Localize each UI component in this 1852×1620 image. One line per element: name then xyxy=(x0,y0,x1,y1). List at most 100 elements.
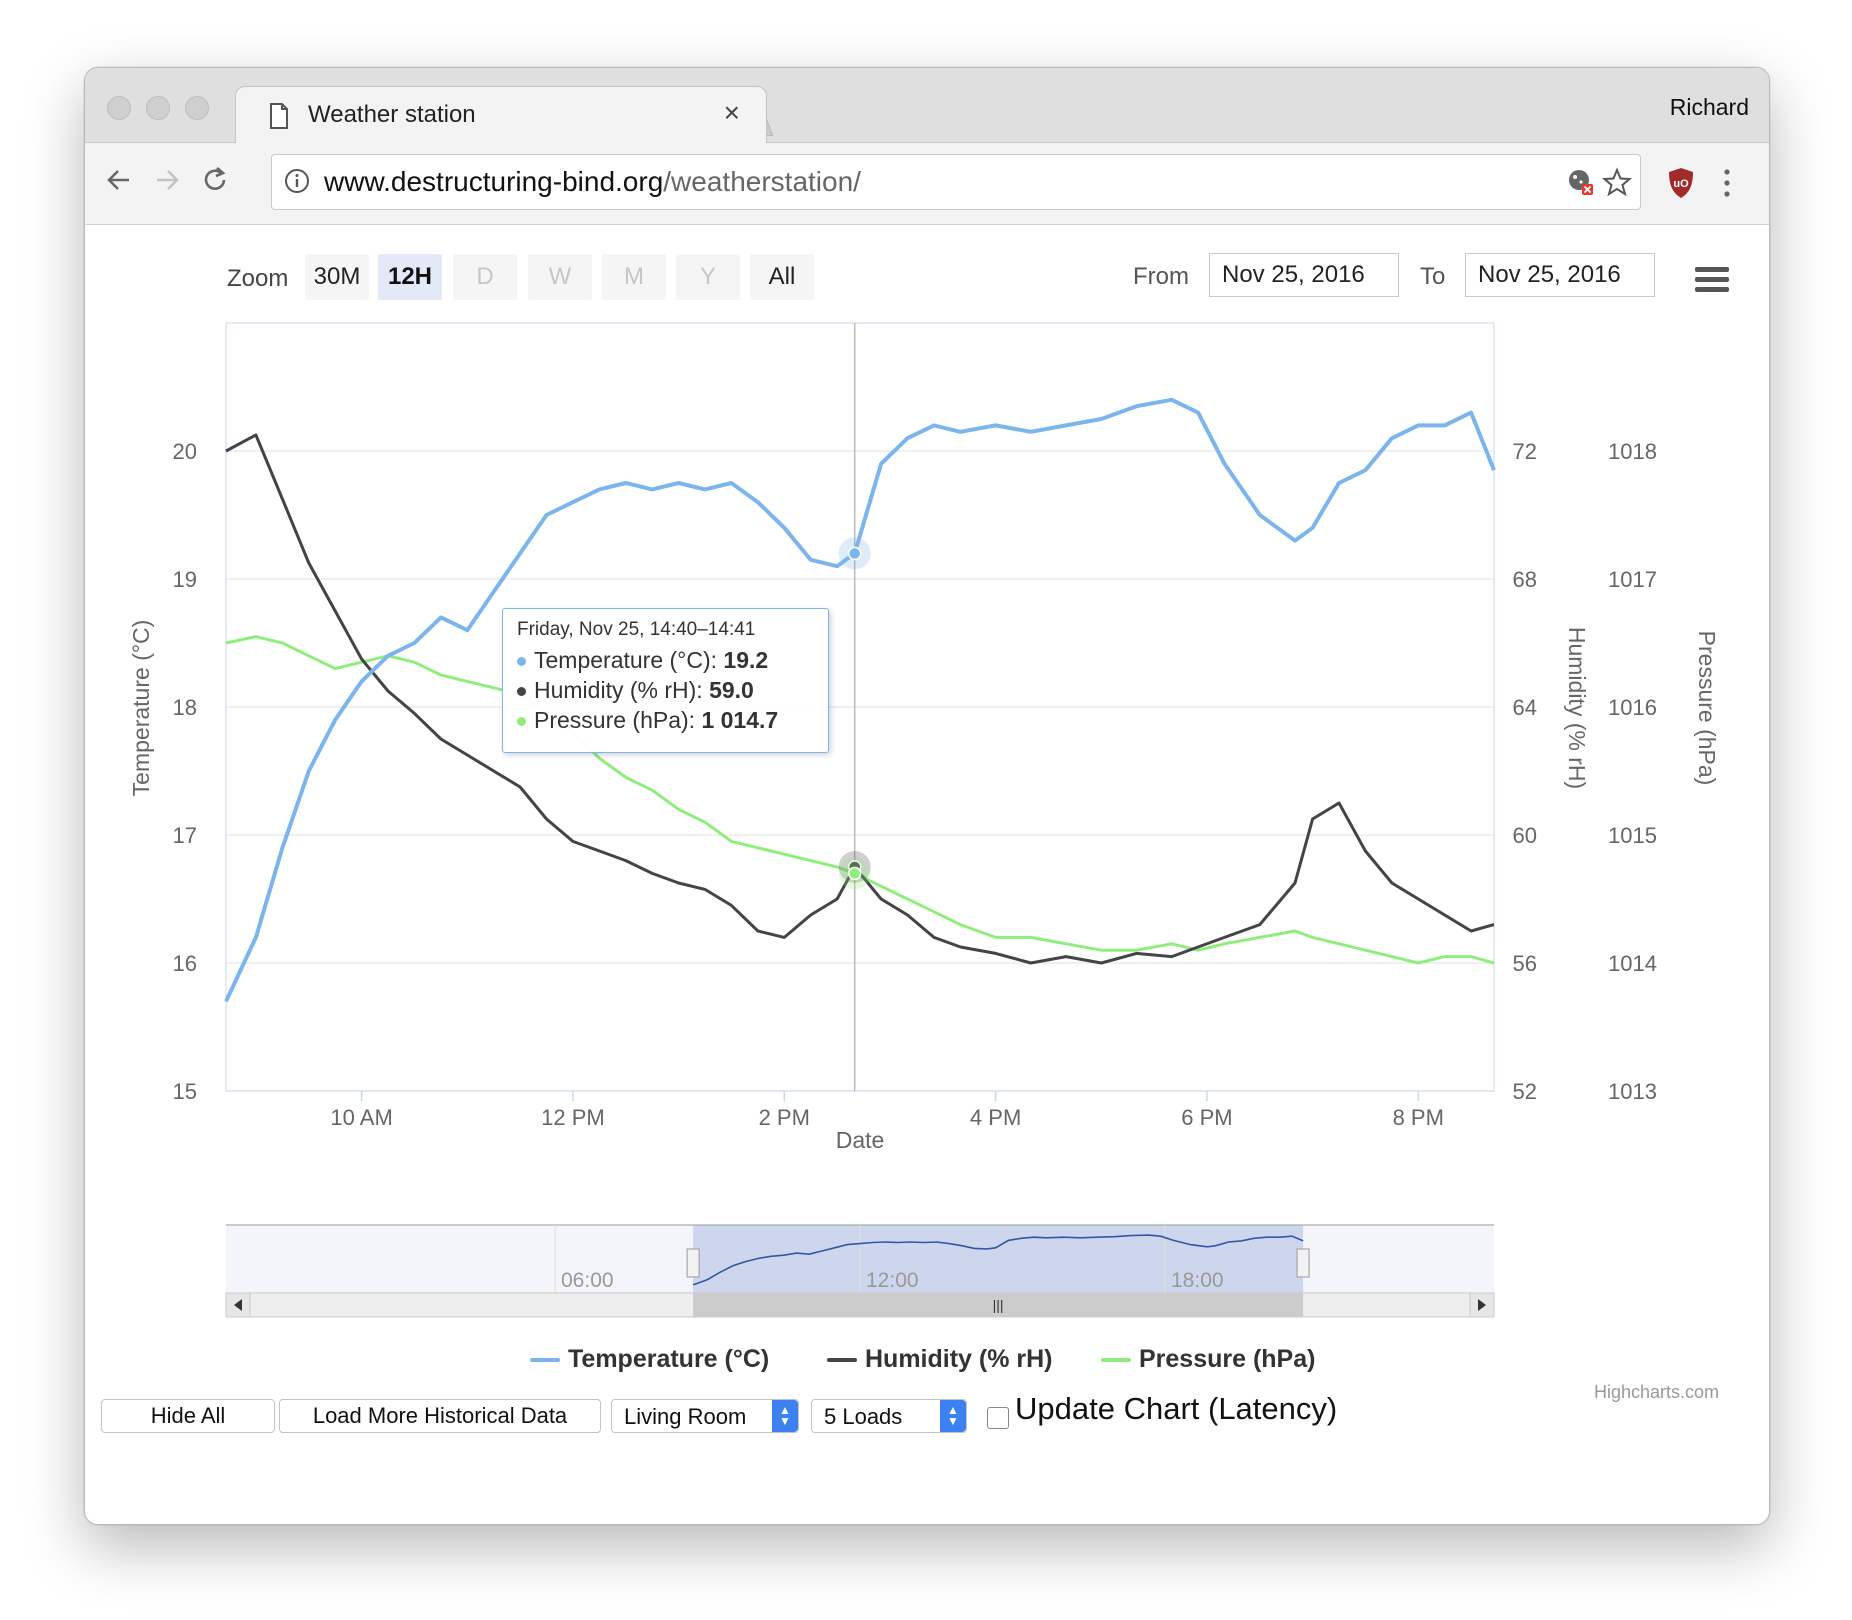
select-arrows-icon: ▲ ▼ xyxy=(772,1400,798,1432)
info-icon[interactable] xyxy=(284,168,310,194)
plot-area xyxy=(225,322,1495,1092)
y-axis-humidity: 52 56 60 64 68 72 xyxy=(1513,439,1537,1104)
y-tick-label: 17 xyxy=(173,823,197,848)
navigator-right-handle[interactable] xyxy=(1296,1248,1310,1278)
zoom-week-button[interactable]: W xyxy=(528,254,592,300)
series-line-temperature[interactable] xyxy=(224,397,1496,1003)
navigator-tick-label: 06:00 xyxy=(561,1269,614,1292)
tab-close-icon[interactable]: × xyxy=(723,97,740,128)
select-arrows-icon: ▲ ▼ xyxy=(940,1400,966,1432)
x-tick-label: 12 PM xyxy=(541,1105,605,1130)
hover-point xyxy=(847,866,862,881)
hover-point xyxy=(847,546,862,561)
update-chart-label: Update Chart (Latency) xyxy=(1015,1391,1338,1426)
temperature-axis-title: Temperature (°C) xyxy=(128,620,154,797)
update-chart-checkbox[interactable] xyxy=(987,1407,1009,1429)
tooltip-hum-value: 59.0 xyxy=(709,677,754,703)
address-bar[interactable]: www.destructuring-bind.org/weatherstatio… xyxy=(271,154,1641,210)
humidity-axis-title: Humidity (% rH) xyxy=(1564,627,1590,789)
chart-menu-icon[interactable] xyxy=(1695,267,1729,295)
x-tick-label: 10 AM xyxy=(330,1105,392,1130)
y-axis-temperature: 15 16 17 18 19 20 xyxy=(173,439,197,1104)
load-more-button[interactable]: Load More Historical Data xyxy=(279,1399,601,1433)
scrollbar-thumb[interactable] xyxy=(693,1293,1304,1317)
zoom-all-button[interactable]: All xyxy=(750,254,814,300)
zoom-month-button[interactable]: M xyxy=(602,254,666,300)
pressure-swatch-icon xyxy=(1101,1358,1131,1363)
maximize-window-button[interactable] xyxy=(185,96,209,120)
y-tick-label: 20 xyxy=(173,439,197,464)
loads-select-value: 5 Loads xyxy=(824,1404,903,1429)
page-icon xyxy=(270,103,288,129)
ublock-shield-icon[interactable]: uO xyxy=(1666,166,1696,200)
zoom-12h-button[interactable]: 12H xyxy=(378,254,442,300)
to-date-input[interactable]: Nov 25, 2016 xyxy=(1465,253,1655,297)
title-bar: Weather station × Richard xyxy=(85,68,1769,144)
y-tick-label: 64 xyxy=(1513,695,1537,720)
zoom-30m-button[interactable]: 30M xyxy=(305,254,369,300)
navigator[interactable]: 06:00 12:00 18:00 ||| xyxy=(225,1224,1495,1318)
url-host: www.destructuring-bind.org xyxy=(324,166,664,197)
svg-text:uO: uO xyxy=(1673,178,1689,190)
series-line-pressure[interactable] xyxy=(225,635,1495,965)
y-tick-label: 15 xyxy=(173,1079,197,1104)
y-tick-label: 72 xyxy=(1513,439,1537,464)
series-line-humidity[interactable] xyxy=(225,433,1495,965)
y-tick-label: 52 xyxy=(1513,1079,1537,1104)
page-content: Zoom 30M 12H D W M Y All From Nov 25, 20… xyxy=(85,225,1769,1524)
zoom-day-button[interactable]: D xyxy=(453,254,517,300)
highcharts-credits[interactable]: Highcharts.com xyxy=(1594,1382,1720,1402)
x-axis-title: Date xyxy=(836,1127,885,1153)
browser-toolbar: www.destructuring-bind.org/weatherstatio… xyxy=(85,143,1769,225)
back-button[interactable] xyxy=(99,160,139,200)
scroll-left-arrow-icon xyxy=(234,1299,242,1311)
from-label: From xyxy=(1133,263,1189,290)
legend-temperature-label: Temperature (°C) xyxy=(568,1345,770,1373)
x-tick-label: 6 PM xyxy=(1181,1105,1232,1130)
minimize-window-button[interactable] xyxy=(146,96,170,120)
from-date-input[interactable]: Nov 25, 2016 xyxy=(1209,253,1399,297)
legend-humidity[interactable]: Humidity (% rH) xyxy=(827,1345,1053,1374)
y-tick-label: 1018 xyxy=(1608,439,1657,464)
pressure-dot-icon xyxy=(517,717,526,727)
tooltip-hum-label: Humidity (% rH): xyxy=(534,677,710,703)
forward-button[interactable] xyxy=(147,160,187,200)
tooltip-temp-value: 19.2 xyxy=(723,647,769,673)
navigator-left-handle[interactable] xyxy=(686,1248,700,1278)
x-axis: 10 AM 12 PM 2 PM 4 PM 6 PM 8 PM xyxy=(330,1091,1444,1130)
url-text[interactable]: www.destructuring-bind.org/weatherstatio… xyxy=(324,166,861,198)
hide-all-button[interactable]: Hide All xyxy=(101,1399,275,1433)
x-tick-label: 8 PM xyxy=(1393,1105,1444,1130)
loads-select[interactable]: 5 Loads ▲ ▼ xyxy=(811,1399,967,1433)
close-window-button[interactable] xyxy=(107,96,131,120)
cookie-blocked-icon[interactable] xyxy=(1566,167,1596,197)
zoom-year-button[interactable]: Y xyxy=(676,254,740,300)
y-tick-label: 19 xyxy=(173,567,197,592)
reload-button[interactable] xyxy=(195,160,235,200)
legend-temperature[interactable]: Temperature (°C) xyxy=(530,1345,769,1374)
navigator-series-line xyxy=(692,1234,1304,1286)
browser-tab[interactable]: Weather station × xyxy=(235,86,767,144)
y-tick-label: 16 xyxy=(173,951,197,976)
x-tick-label: 2 PM xyxy=(759,1105,810,1130)
bookmark-star-icon[interactable] xyxy=(1602,167,1632,197)
profile-name[interactable]: Richard xyxy=(1669,94,1749,120)
y-tick-label: 56 xyxy=(1513,951,1537,976)
humidity-swatch-icon xyxy=(827,1358,857,1363)
room-select[interactable]: Living Room ▲ ▼ xyxy=(611,1399,799,1433)
back-arrow-icon xyxy=(107,170,129,190)
navigator-tick-label: 18:00 xyxy=(1171,1269,1224,1292)
forward-arrow-icon xyxy=(157,170,179,190)
y-tick-label: 1015 xyxy=(1608,823,1657,848)
x-tick-label: 4 PM xyxy=(970,1105,1021,1130)
navigator-selection[interactable] xyxy=(693,1225,1304,1293)
legend-pressure[interactable]: Pressure (hPa) xyxy=(1101,1345,1315,1374)
browser-menu-icon[interactable] xyxy=(1721,167,1733,199)
temperature-dot-icon xyxy=(517,657,526,667)
legend-pressure-label: Pressure (hPa) xyxy=(1139,1345,1316,1373)
tooltip-header: Friday, Nov 25, 14:40–14:41 xyxy=(517,619,756,640)
legend-humidity-label: Humidity (% rH) xyxy=(865,1345,1053,1373)
room-select-value: Living Room xyxy=(624,1404,747,1429)
url-path: /weatherstation/ xyxy=(663,166,861,197)
